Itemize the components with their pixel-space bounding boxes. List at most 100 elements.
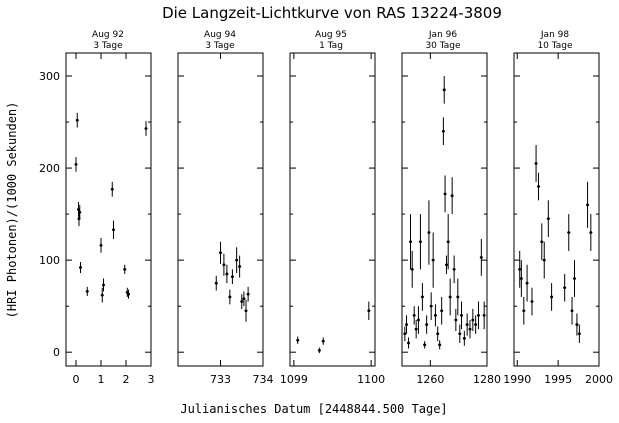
data-point (225, 272, 229, 276)
data-point (405, 323, 408, 326)
data-point (127, 292, 130, 296)
x-tick-label: 1995 (544, 373, 572, 386)
data-point (427, 231, 431, 234)
data-point (317, 348, 321, 352)
data-point (79, 266, 82, 269)
x-tick-label: 734 (253, 373, 274, 386)
panel-frame (513, 52, 600, 367)
panel-title-line1: Jan 98 (540, 30, 569, 40)
data-point (74, 162, 78, 166)
x-tick-label: 3 (148, 373, 155, 386)
data-point (441, 129, 445, 133)
data-point (436, 332, 440, 336)
data-point (546, 217, 550, 221)
panel-title-line1: Jan 96 (428, 30, 457, 40)
data-point (409, 240, 412, 244)
data-point (410, 267, 414, 271)
data-point (534, 162, 538, 165)
data-point (537, 185, 540, 188)
data-point (454, 318, 458, 322)
x-tick-label: 2000 (585, 373, 613, 386)
data-point (442, 88, 446, 92)
y-tick-label: 200 (39, 162, 60, 175)
data-point (465, 323, 469, 326)
data-point (238, 265, 242, 268)
data-point (321, 339, 325, 343)
data-point (240, 300, 244, 303)
data-point (471, 318, 475, 322)
data-point (102, 283, 105, 287)
chart-title: Die Langzeit-Lichtkurve von RAS 13224-38… (162, 4, 502, 22)
panel-frame (65, 52, 152, 367)
data-point (575, 323, 579, 326)
data-point (429, 304, 433, 308)
panel-jan-96: Jan 96 30 Tage 1260 1280 (401, 30, 501, 386)
panel-aug-92: Aug 92 3 Tage 0 100 200 300 0 1 2 3 (39, 30, 155, 386)
data-point (477, 313, 480, 317)
panel-frame (289, 52, 376, 367)
x-tick-label: 1 (98, 373, 105, 386)
panel-frame (401, 52, 488, 367)
x-axis-label: Julianisches Datum [2448844.500 Tage] (180, 402, 447, 416)
data-point (100, 293, 104, 297)
panel-frame (177, 52, 264, 367)
x-tick-label: 0 (73, 373, 80, 386)
data-point (246, 292, 250, 296)
panel-title-line2: 3 Tage (205, 41, 235, 51)
data-point (421, 295, 424, 299)
data-point (214, 281, 218, 285)
data-point (231, 275, 234, 279)
data-point (423, 343, 427, 347)
data-point (456, 295, 460, 299)
data-point (244, 309, 248, 313)
data-point (403, 332, 407, 336)
data-point (367, 309, 371, 313)
data-point (458, 332, 462, 336)
panel-jan-98: Jan 98 10 Tage 1990 1995 2000 (503, 30, 613, 386)
data-point (519, 277, 523, 280)
data-point (417, 318, 420, 322)
data-point (419, 240, 422, 244)
data-point (525, 281, 529, 285)
data-point (542, 258, 546, 262)
data-point (222, 263, 226, 267)
data-point (586, 203, 589, 207)
x-tick-label: 1990 (503, 373, 531, 386)
data-point (228, 295, 232, 299)
data-point (468, 327, 472, 331)
data-point (452, 267, 456, 271)
y-tick-label: 100 (39, 254, 60, 267)
data-point (412, 313, 416, 317)
data-point (573, 277, 576, 280)
x-tick-label: 1280 (473, 373, 501, 386)
data-point (567, 231, 571, 234)
data-point (448, 295, 452, 299)
data-point (78, 210, 82, 214)
x-tick-label: 1260 (416, 373, 444, 386)
panel-title-line1: Aug 95 (315, 30, 347, 40)
data-point (431, 258, 435, 262)
data-point (474, 323, 478, 326)
data-point (434, 313, 437, 317)
data-point (443, 192, 447, 196)
panel-title-line2: 1 Tag (319, 41, 343, 51)
data-point (446, 240, 450, 244)
data-point (589, 231, 593, 234)
data-point (460, 313, 463, 317)
data-point (242, 297, 246, 301)
data-point (518, 267, 522, 271)
x-tick-label: 2 (123, 373, 130, 386)
data-point (577, 332, 581, 336)
panel-title-line2: 3 Tage (93, 41, 123, 51)
data-point (479, 255, 483, 259)
x-tick-label: 1100 (357, 373, 385, 386)
data-point (414, 327, 418, 331)
data-point (462, 336, 466, 340)
y-tick-label: 0 (53, 346, 60, 359)
data-point (425, 323, 429, 326)
x-tick-label: 733 (210, 373, 231, 386)
panel-title-line1: Aug 94 (204, 30, 236, 40)
data-point (407, 341, 410, 345)
data-point (219, 251, 222, 255)
